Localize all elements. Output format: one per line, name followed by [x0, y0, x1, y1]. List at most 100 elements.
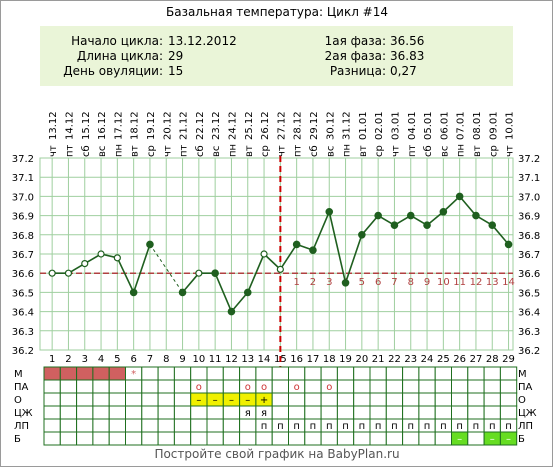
- table-cell[interactable]: [141, 418, 159, 433]
- table-cell[interactable]: [483, 366, 501, 381]
- table-cell[interactable]: [173, 431, 192, 446]
- table-cell[interactable]: [76, 379, 94, 394]
- table-cell[interactable]: [206, 431, 224, 446]
- table-cell[interactable]: [141, 366, 159, 381]
- table-cell[interactable]: [43, 392, 61, 407]
- table-cell[interactable]: [467, 392, 485, 407]
- table-cell[interactable]: [92, 431, 110, 446]
- table-cell[interactable]: [320, 392, 338, 407]
- table-cell[interactable]: [108, 392, 126, 407]
- table-cell[interactable]: [271, 366, 290, 381]
- table-cell[interactable]: [499, 405, 518, 420]
- table-cell[interactable]: [385, 405, 404, 420]
- table-cell[interactable]: [173, 405, 192, 420]
- table-cell[interactable]: [304, 366, 322, 381]
- table-cell[interactable]: [434, 431, 453, 446]
- table-cell[interactable]: [76, 431, 94, 446]
- table-cell[interactable]: [125, 392, 143, 407]
- table-cell[interactable]: [402, 366, 420, 381]
- table-cell[interactable]: [43, 431, 61, 446]
- table-cell[interactable]: [190, 366, 208, 381]
- table-cell[interactable]: [467, 405, 485, 420]
- table-cell[interactable]: [418, 431, 436, 446]
- table-cell[interactable]: [499, 379, 518, 394]
- table-cell[interactable]: [125, 431, 143, 446]
- table-cell[interactable]: [288, 431, 306, 446]
- table-cell[interactable]: [108, 405, 126, 420]
- table-cell[interactable]: [353, 431, 371, 446]
- table-cell[interactable]: [125, 405, 143, 420]
- table-cell[interactable]: [222, 431, 241, 446]
- table-cell[interactable]: [499, 366, 518, 381]
- table-cell[interactable]: [385, 431, 404, 446]
- table-cell[interactable]: [76, 392, 94, 407]
- table-cell[interactable]: [336, 431, 355, 446]
- table-cell[interactable]: [157, 431, 175, 446]
- table-cell[interactable]: [125, 418, 143, 433]
- table-cell[interactable]: [288, 392, 306, 407]
- table-cell[interactable]: [222, 405, 241, 420]
- table-cell[interactable]: [157, 405, 175, 420]
- table-cell[interactable]: [255, 431, 273, 446]
- table-cell[interactable]: [353, 405, 371, 420]
- table-cell[interactable]: [336, 405, 355, 420]
- table-cell[interactable]: [353, 379, 371, 394]
- table-cell[interactable]: [206, 418, 224, 433]
- table-cell[interactable]: [125, 379, 143, 394]
- table-cell[interactable]: [288, 405, 306, 420]
- table-cell[interactable]: [467, 379, 485, 394]
- table-cell[interactable]: [369, 405, 387, 420]
- footer-link[interactable]: Постройте свой график на BabyPlan.ru: [154, 447, 399, 461]
- table-cell[interactable]: [483, 392, 501, 407]
- table-cell[interactable]: [271, 405, 290, 420]
- table-cell[interactable]: [451, 379, 469, 394]
- table-cell[interactable]: [304, 379, 322, 394]
- table-cell[interactable]: [157, 366, 175, 381]
- table-cell[interactable]: [304, 431, 322, 446]
- table-cell[interactable]: [320, 405, 338, 420]
- table-cell[interactable]: [43, 418, 61, 433]
- table-cell[interactable]: [108, 379, 126, 394]
- table-cell[interactable]: [385, 366, 404, 381]
- table-cell[interactable]: [92, 392, 110, 407]
- table-cell[interactable]: [434, 366, 453, 381]
- table-cell[interactable]: [418, 379, 436, 394]
- table-cell[interactable]: [141, 405, 159, 420]
- table-cell[interactable]: [369, 379, 387, 394]
- table-cell[interactable]: [141, 379, 159, 394]
- table-cell[interactable]: [92, 366, 110, 381]
- table-cell[interactable]: [271, 431, 290, 446]
- table-cell[interactable]: [43, 366, 61, 381]
- table-cell[interactable]: [222, 418, 241, 433]
- table-cell[interactable]: [369, 392, 387, 407]
- table-cell[interactable]: [385, 379, 404, 394]
- table-cell[interactable]: [108, 431, 126, 446]
- table-cell[interactable]: [59, 431, 78, 446]
- table-cell[interactable]: [239, 418, 257, 433]
- table-cell[interactable]: [418, 392, 436, 407]
- table-cell[interactable]: [336, 392, 355, 407]
- table-cell[interactable]: [141, 392, 159, 407]
- table-cell[interactable]: [206, 366, 224, 381]
- table-cell[interactable]: [418, 366, 436, 381]
- table-cell[interactable]: [206, 379, 224, 394]
- table-cell[interactable]: [320, 431, 338, 446]
- table-cell[interactable]: [271, 392, 290, 407]
- table-cell[interactable]: [271, 379, 290, 394]
- table-cell[interactable]: [369, 366, 387, 381]
- table-cell[interactable]: [108, 366, 126, 381]
- table-cell[interactable]: [173, 418, 192, 433]
- table-cell[interactable]: [483, 379, 501, 394]
- table-cell[interactable]: [499, 392, 518, 407]
- table-cell[interactable]: [288, 366, 306, 381]
- table-cell[interactable]: [173, 366, 192, 381]
- table-cell[interactable]: [304, 405, 322, 420]
- table-cell[interactable]: [369, 431, 387, 446]
- table-cell[interactable]: [59, 379, 78, 394]
- table-cell[interactable]: [434, 392, 453, 407]
- table-cell[interactable]: [402, 392, 420, 407]
- table-cell[interactable]: [157, 392, 175, 407]
- table-cell[interactable]: [467, 431, 485, 446]
- table-cell[interactable]: [467, 366, 485, 381]
- table-cell[interactable]: [499, 431, 518, 446]
